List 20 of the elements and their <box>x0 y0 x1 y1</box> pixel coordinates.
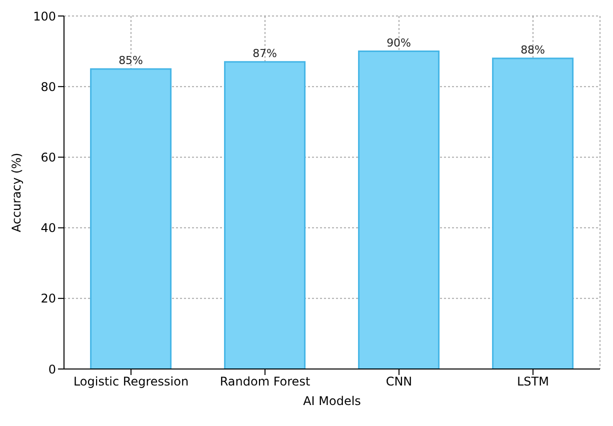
y-tick-label: 40 <box>40 221 56 236</box>
x-tick-label: Logistic Regression <box>73 374 189 389</box>
data-label: 88% <box>520 43 546 56</box>
y-tick-label: 60 <box>40 150 56 164</box>
bar <box>492 58 574 369</box>
bar <box>224 61 306 369</box>
data-label: 90% <box>386 36 412 50</box>
data-label: 87% <box>252 46 278 60</box>
y-tick-label: 80 <box>40 80 56 94</box>
x-axis-title: AI Models <box>303 394 361 408</box>
x-tick-label: Random Forest <box>220 374 310 389</box>
y-tick-label: 100 <box>33 9 56 24</box>
y-tick-label: 0 <box>48 362 56 376</box>
bar <box>358 50 440 369</box>
x-tick-label: LSTM <box>517 374 549 389</box>
data-label: 85% <box>118 54 144 67</box>
x-tick-label: CNN <box>386 374 412 389</box>
y-tick-label: 20 <box>40 292 56 306</box>
y-axis-title: Accuracy (%) <box>9 152 24 232</box>
bar <box>90 68 172 369</box>
